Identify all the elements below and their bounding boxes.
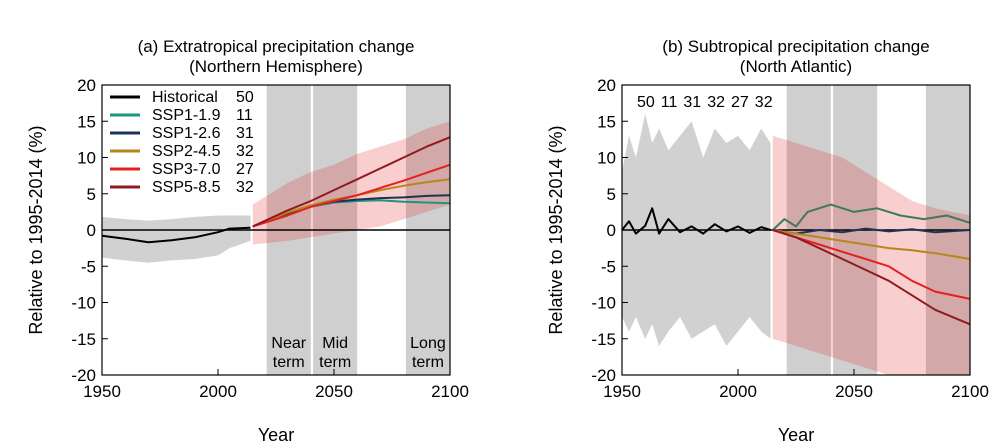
panel-a-period-label: term bbox=[412, 354, 444, 371]
panel-a-x-tick-label: 2100 bbox=[431, 382, 469, 401]
panel-a-legend-count: 27 bbox=[236, 161, 254, 178]
panel-a-legend-count: 11 bbox=[236, 107, 253, 124]
panel-b-y-tick-label: 10 bbox=[597, 149, 616, 168]
panel-a-period-label: term bbox=[319, 354, 351, 371]
panel-a-series-historical bbox=[101, 226, 251, 244]
panel-b-series-historical bbox=[621, 207, 771, 235]
panel-b-y-tick-label: 0 bbox=[607, 221, 616, 240]
panel-b-legend-count: 32 bbox=[755, 94, 773, 111]
panel-a-y-tick-label: 15 bbox=[77, 112, 96, 131]
panel-a-series-ssp3-7-0 bbox=[252, 163, 451, 228]
panel-b-legend-count: 27 bbox=[731, 94, 749, 111]
panel-a-series-ssp5-8-5 bbox=[252, 136, 451, 228]
panel-a-y-tick-label: -10 bbox=[71, 294, 96, 313]
panel-a-y-axis-label: Relative to 1995-2014 (%) bbox=[26, 125, 46, 334]
panel-a-legend-name: SSP3-7.0 bbox=[152, 161, 221, 178]
panel-a-legend-name: SSP2-4.5 bbox=[152, 143, 221, 160]
panel-a-x-axis-label: Year bbox=[258, 425, 294, 445]
panel-b-y-tick-label: 5 bbox=[607, 185, 616, 204]
panel-a-legend-count: 32 bbox=[236, 179, 254, 196]
panel-b-x-tick-label: 2050 bbox=[835, 382, 873, 401]
panel-b-y-tick-label: -20 bbox=[591, 366, 616, 385]
panel-b-series-ssp1-1-9 bbox=[772, 203, 971, 231]
panel-a-y-tick-label: 10 bbox=[77, 149, 96, 168]
panel-b-x-tick-label: 1950 bbox=[603, 382, 641, 401]
panel-a-y-tick-label: 20 bbox=[77, 76, 96, 95]
panel-a-period-label: Long bbox=[410, 335, 446, 352]
panel-a-title: (a) Extratropical precipitation change bbox=[138, 37, 415, 56]
panel-b-x-axis-label: Year bbox=[778, 425, 814, 445]
panel-b-legend-count: 50 bbox=[637, 94, 655, 111]
panel-b-legend-count: 32 bbox=[707, 94, 725, 111]
panel-a-legend-name: Historical bbox=[152, 89, 218, 106]
panel-a-period-label: Near bbox=[271, 335, 306, 352]
panel-b-series-ssp3-7-0 bbox=[772, 229, 971, 300]
panel-b-legend-count: 11 bbox=[661, 94, 678, 111]
panel-a-period-label: Mid bbox=[322, 335, 348, 352]
panel-b-y-tick-label: 20 bbox=[597, 76, 616, 95]
panel-a-y-tick-label: 0 bbox=[87, 221, 96, 240]
panel-a-period-label: term bbox=[273, 354, 305, 371]
panel-a-legend-name: SSP5-8.5 bbox=[152, 179, 221, 196]
panel-a-y-tick-label: -5 bbox=[81, 257, 96, 276]
panel-a-y-tick-label: -15 bbox=[71, 330, 96, 349]
panel-b-y-tick-label: -5 bbox=[601, 257, 616, 276]
panel-a-x-tick-label: 2000 bbox=[199, 382, 237, 401]
panel-a-legend: Historical 50 SSP1-1.9 11 SSP1-2.6 31 SSP2-4.5… bbox=[110, 89, 254, 196]
panel-b-title: (b) Subtropical precipitation change bbox=[662, 37, 929, 56]
panel-a-legend-name: SSP1-2.6 bbox=[152, 125, 221, 142]
panel-b-legend-count: 31 bbox=[683, 94, 701, 111]
panel-b-y-axis-label: Relative to 1995-2014 (%) bbox=[546, 125, 566, 334]
panel-b-subtitle: (North Atlantic) bbox=[740, 57, 852, 76]
panel-a-x-tick-label: 2050 bbox=[315, 382, 353, 401]
panel-a-y-tick-label: 5 bbox=[87, 185, 96, 204]
panel-b-x-tick-label: 2000 bbox=[719, 382, 757, 401]
panel-a-y-tick-label: -20 bbox=[71, 366, 96, 385]
panel-b-legend: 50 11 31 32 27 32 bbox=[637, 94, 773, 111]
panel-b-y-tick-label: 15 bbox=[597, 112, 616, 131]
panel-a-legend-count: 50 bbox=[236, 89, 254, 106]
panel-b-series-ssp5-8-5 bbox=[772, 229, 971, 326]
panel-a-legend-count: 32 bbox=[236, 143, 254, 160]
panel-a-extratropical-chart: NeartermMidtermLongterm20151050-5-10-15-… bbox=[26, 37, 469, 445]
panel-a-legend-name: SSP1-1.9 bbox=[152, 107, 221, 124]
panel-b-y-tick-label: -10 bbox=[591, 294, 616, 313]
panel-b-x-tick-label: 2100 bbox=[951, 382, 989, 401]
panel-b-y-tick-label: -15 bbox=[591, 330, 616, 349]
panel-a-legend-count: 31 bbox=[236, 125, 254, 142]
panel-b-series-ssp1-2-6 bbox=[772, 227, 971, 235]
panel-a-x-tick-label: 1950 bbox=[83, 382, 121, 401]
panel-b-series-ssp2-4-5 bbox=[772, 229, 971, 260]
panel-b-band-ssp3-7-0 bbox=[772, 135, 970, 375]
panel-a-subtitle: (Northern Hemisphere) bbox=[189, 57, 363, 76]
